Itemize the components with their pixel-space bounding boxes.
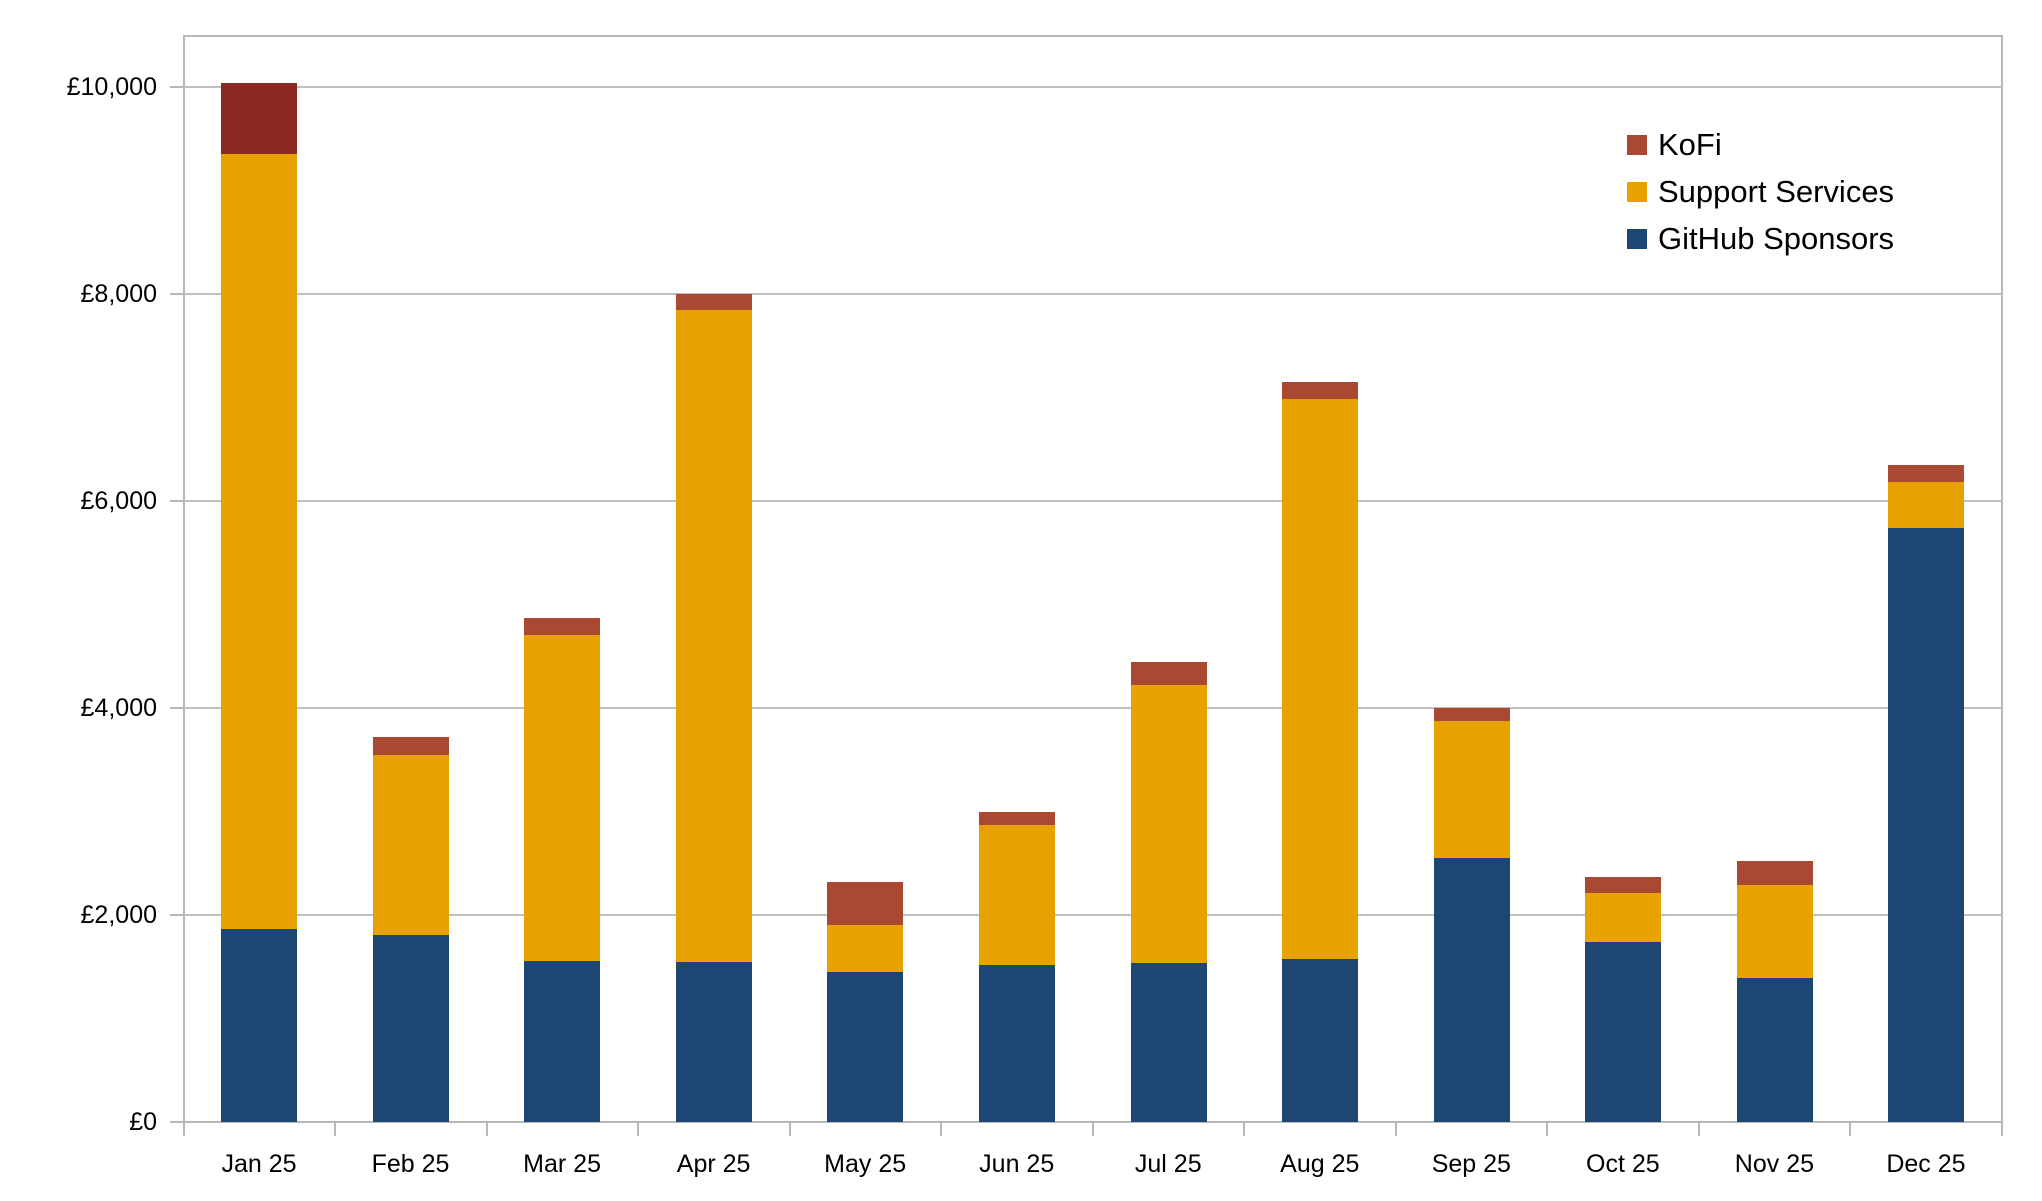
bar-segment-github-sponsors xyxy=(978,965,1055,1123)
bar-segment-github-sponsors xyxy=(1888,528,1965,1123)
x-tick-label: Jul 25 xyxy=(1134,1150,1202,1178)
y-tick xyxy=(170,293,184,296)
x-tick xyxy=(1849,1122,1852,1137)
x-tick-label: Nov 25 xyxy=(1734,1150,1815,1178)
bar-segment-kofi xyxy=(1888,464,1965,482)
bar-segment-support-services xyxy=(372,754,449,936)
bar-segment-support-services xyxy=(1888,481,1965,529)
bar-segment-github-sponsors xyxy=(827,972,904,1123)
bar-segment-kofi xyxy=(1130,662,1207,686)
x-tick xyxy=(485,1122,488,1137)
x-tick xyxy=(2001,1122,2003,1137)
github-sponsors-swatch-icon xyxy=(1627,228,1647,249)
y-tick xyxy=(170,914,184,917)
y-tick-label: £10,000 xyxy=(66,73,157,102)
legend-item-github-sponsors: GitHub Sponsors xyxy=(1627,215,1894,262)
bar-segment-support-services xyxy=(1282,399,1359,959)
bar-segment-github-sponsors xyxy=(1130,963,1207,1123)
x-tick-label: Sep 25 xyxy=(1431,1150,1511,1178)
bar-segment-github-sponsors xyxy=(1736,977,1813,1123)
bar-segment-github-sponsors xyxy=(221,929,298,1123)
bar-segment-support-services xyxy=(978,825,1055,966)
bar-segment-support-services xyxy=(675,309,752,962)
bar-segment-github-sponsors xyxy=(1282,958,1359,1123)
bar-segment-support-services xyxy=(1736,884,1813,978)
bar-segment-kofi xyxy=(675,294,752,310)
bar-segment-support-services xyxy=(524,634,601,962)
x-tick xyxy=(1243,1122,1246,1137)
gridline xyxy=(183,86,2002,89)
bar-segment-support-services xyxy=(1433,721,1510,859)
bar-segment-github-sponsors xyxy=(524,961,601,1123)
legend-item-support-services: Support Services xyxy=(1627,168,1894,215)
y-tick-label: £6,000 xyxy=(80,487,157,516)
bar-segment-github-sponsors xyxy=(675,961,752,1123)
x-tick xyxy=(940,1122,943,1137)
bar-segment-github-sponsors xyxy=(1433,858,1510,1123)
legend-item-kofi: KoFi xyxy=(1627,121,1894,168)
x-tick xyxy=(637,1122,640,1137)
bar-segment-support-services xyxy=(827,925,904,973)
x-tick-label: Apr 25 xyxy=(676,1150,751,1178)
gridline xyxy=(183,914,2002,917)
bar-segment-kofi xyxy=(372,736,449,755)
bar-segment-kofi xyxy=(1433,707,1510,722)
bar-segment-kofi xyxy=(524,617,601,635)
bar-segment-kofi xyxy=(1585,877,1662,893)
bar-segment-support-services xyxy=(221,154,298,930)
bar-segment-kofi xyxy=(1282,382,1359,400)
bar-segment-kofi xyxy=(221,83,298,155)
x-tick-label: Jan 25 xyxy=(221,1150,297,1178)
y-tick xyxy=(170,707,184,710)
y-tick-label: £2,000 xyxy=(80,901,157,930)
bar-segment-kofi xyxy=(978,811,1055,826)
x-tick-label: Aug 25 xyxy=(1280,1150,1360,1178)
y-tick xyxy=(170,500,184,503)
x-tick xyxy=(1546,1122,1549,1137)
gridline xyxy=(183,293,2002,296)
x-tick-label: Jun 25 xyxy=(979,1150,1055,1178)
x-tick-label: Mar 25 xyxy=(523,1150,601,1178)
x-tick xyxy=(334,1122,337,1137)
gridline xyxy=(183,707,2002,710)
legend-label: Support Services xyxy=(1658,173,1895,209)
legend-label: GitHub Sponsors xyxy=(1658,220,1895,256)
bar-segment-kofi xyxy=(1736,860,1813,885)
x-tick-label: Feb 25 xyxy=(371,1150,450,1178)
bar-segment-support-services xyxy=(1585,892,1662,943)
bar-segment-kofi xyxy=(827,882,904,926)
x-tick xyxy=(1091,1122,1094,1137)
x-tick xyxy=(788,1122,791,1137)
support-services-swatch-icon xyxy=(1627,181,1647,202)
x-tick-label: Oct 25 xyxy=(1586,1150,1660,1178)
x-tick-label: May 25 xyxy=(824,1150,907,1178)
bar-segment-support-services xyxy=(1130,685,1207,964)
kofi-swatch-icon xyxy=(1627,134,1647,155)
bar-segment-github-sponsors xyxy=(372,935,449,1123)
x-tick xyxy=(1394,1122,1397,1137)
gridline xyxy=(183,500,2002,503)
y-tick xyxy=(170,86,184,89)
x-axis-line xyxy=(170,1121,2002,1124)
y-tick-label: £8,000 xyxy=(80,280,157,309)
x-tick-label: Dec 25 xyxy=(1886,1150,1966,1178)
x-tick xyxy=(1697,1122,1700,1137)
legend-label: KoFi xyxy=(1658,126,1722,162)
y-tick-label: £0 xyxy=(129,1108,157,1137)
x-tick xyxy=(182,1122,185,1137)
y-tick-label: £4,000 xyxy=(80,694,157,723)
legend: KoFi Support Services GitHub Sponsors xyxy=(1627,121,1894,262)
bar-segment-github-sponsors xyxy=(1585,942,1662,1123)
